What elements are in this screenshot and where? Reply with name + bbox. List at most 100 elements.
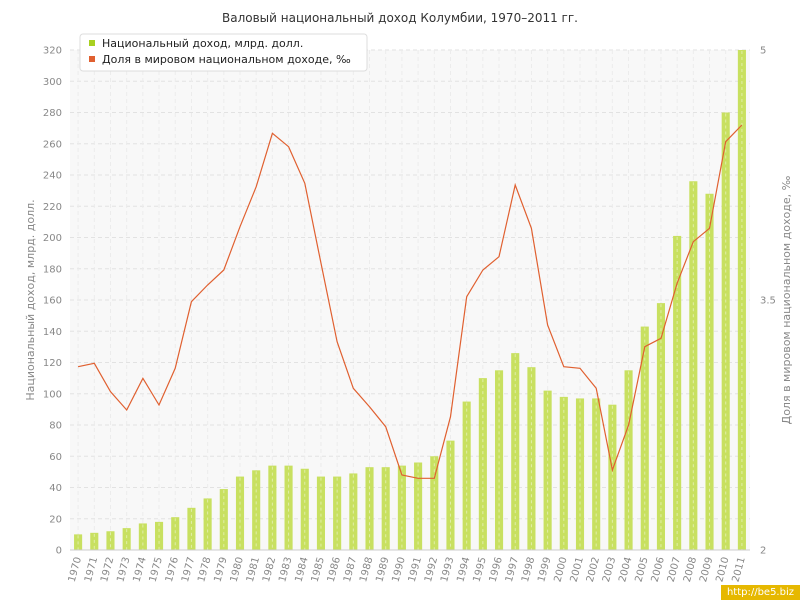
y-tick-label: 140 bbox=[43, 327, 62, 338]
y-tick-label: 0 bbox=[56, 546, 62, 557]
x-tick-label: 2000 bbox=[552, 556, 569, 583]
legend-label-share: Доля в мировом национальном доходе, ‰ bbox=[102, 53, 351, 66]
legend-swatch-income bbox=[89, 40, 95, 46]
legend: Национальный доход, млрд. долл. Доля в м… bbox=[79, 33, 368, 72]
bar bbox=[640, 326, 649, 550]
bar bbox=[673, 235, 682, 550]
x-tick-label: 1980 bbox=[229, 556, 246, 583]
x-tick-label: 1976 bbox=[164, 556, 181, 583]
y-tick-label: 160 bbox=[43, 296, 62, 307]
x-tick-label: 1997 bbox=[504, 556, 521, 583]
x-tick-label: 1995 bbox=[472, 556, 489, 583]
bar bbox=[187, 507, 196, 550]
x-tick-label: 2010 bbox=[714, 556, 731, 583]
y2-tick-label: 3.5 bbox=[760, 296, 776, 307]
x-tick-label: 2007 bbox=[666, 556, 683, 583]
bar bbox=[527, 367, 536, 550]
x-tick-label: 1989 bbox=[374, 556, 391, 583]
x-tick-label: 1972 bbox=[99, 556, 116, 583]
x-tick-label: 1971 bbox=[83, 556, 100, 583]
x-tick-label: 1975 bbox=[148, 556, 165, 583]
x-tick-label: 1973 bbox=[115, 556, 132, 583]
bar bbox=[737, 50, 746, 550]
bar bbox=[721, 112, 730, 550]
bar bbox=[689, 181, 698, 550]
bar bbox=[575, 398, 585, 550]
x-tick-label: 1996 bbox=[488, 556, 505, 583]
x-tick-label: 1987 bbox=[342, 556, 359, 583]
y-tick-label: 240 bbox=[43, 171, 62, 182]
watermark[interactable]: http://be5.biz bbox=[720, 585, 800, 600]
y-tick-label: 100 bbox=[43, 389, 62, 400]
bar bbox=[171, 517, 180, 550]
bar bbox=[397, 465, 406, 550]
x-tick-label: 2004 bbox=[617, 556, 634, 583]
y2-tick-label: 5 bbox=[760, 46, 766, 57]
x-tick-label: 1999 bbox=[536, 556, 553, 583]
right-axis-ticks: 23.55 bbox=[760, 46, 776, 557]
y-tick-label: 120 bbox=[43, 358, 62, 369]
bar bbox=[235, 476, 245, 550]
x-tick-label: 1991 bbox=[407, 556, 424, 583]
y2-axis-title: Доля в мировом национальном доходе, ‰ bbox=[780, 175, 793, 424]
bar bbox=[155, 521, 164, 550]
x-tick-label: 2003 bbox=[601, 556, 618, 583]
bar bbox=[414, 462, 423, 550]
x-tick-label: 2002 bbox=[585, 556, 602, 583]
bar bbox=[381, 467, 390, 550]
bar bbox=[333, 476, 342, 550]
bar bbox=[74, 534, 83, 550]
x-tick-label: 1988 bbox=[358, 556, 375, 583]
bar bbox=[705, 193, 714, 550]
bar bbox=[462, 401, 471, 550]
x-tick-label: 1977 bbox=[180, 556, 197, 583]
bar bbox=[122, 528, 131, 550]
x-tick-label: 2009 bbox=[698, 556, 715, 583]
bar bbox=[90, 532, 99, 550]
left-axis-ticks: 0 20 40 60 80 100 120 140 160 180 200 220 240 260 280 3… bbox=[43, 46, 62, 557]
bar bbox=[592, 398, 601, 550]
bar bbox=[608, 404, 617, 550]
x-tick-label: 2006 bbox=[650, 556, 667, 583]
bar bbox=[138, 523, 147, 550]
bar-series bbox=[74, 50, 746, 550]
bar bbox=[300, 468, 309, 550]
legend-box bbox=[79, 33, 368, 72]
bar bbox=[478, 378, 487, 550]
x-tick-label: 1994 bbox=[455, 556, 472, 583]
x-tick-label: 1992 bbox=[423, 556, 440, 583]
x-tick-label: 1993 bbox=[439, 556, 456, 583]
legend-swatch-share bbox=[89, 56, 95, 62]
x-tick-label: 2011 bbox=[731, 556, 748, 583]
x-tick-label: 2008 bbox=[682, 556, 699, 583]
bar bbox=[219, 489, 228, 550]
y-tick-label: 20 bbox=[49, 514, 62, 525]
bar bbox=[559, 396, 568, 550]
x-tick-label: 1978 bbox=[196, 556, 213, 583]
bar bbox=[252, 470, 261, 550]
y-tick-label: 220 bbox=[43, 202, 62, 213]
y2-tick-label: 2 bbox=[760, 546, 766, 557]
chart-title: Валовый национальный доход Колумбии, 197… bbox=[222, 11, 578, 25]
x-tick-label: 1981 bbox=[245, 556, 262, 583]
bar bbox=[430, 456, 439, 550]
bar bbox=[543, 390, 552, 550]
share-line bbox=[77, 124, 743, 479]
x-tick-label: 1982 bbox=[261, 556, 278, 583]
bar bbox=[511, 353, 520, 550]
bar bbox=[203, 498, 212, 550]
x-tick-label: 1998 bbox=[520, 556, 537, 583]
x-tick-label: 1983 bbox=[277, 556, 294, 583]
y-tick-label: 180 bbox=[43, 264, 62, 275]
bar bbox=[349, 473, 358, 550]
x-tick-label: 2005 bbox=[633, 556, 650, 583]
y-tick-label: 60 bbox=[49, 452, 62, 463]
y-tick-label: 200 bbox=[43, 233, 62, 244]
bar bbox=[624, 370, 633, 550]
x-tick-label: 1974 bbox=[132, 556, 149, 583]
bar bbox=[656, 303, 665, 550]
y-tick-label: 80 bbox=[49, 421, 62, 432]
bar bbox=[446, 440, 455, 550]
bar bbox=[284, 465, 293, 550]
